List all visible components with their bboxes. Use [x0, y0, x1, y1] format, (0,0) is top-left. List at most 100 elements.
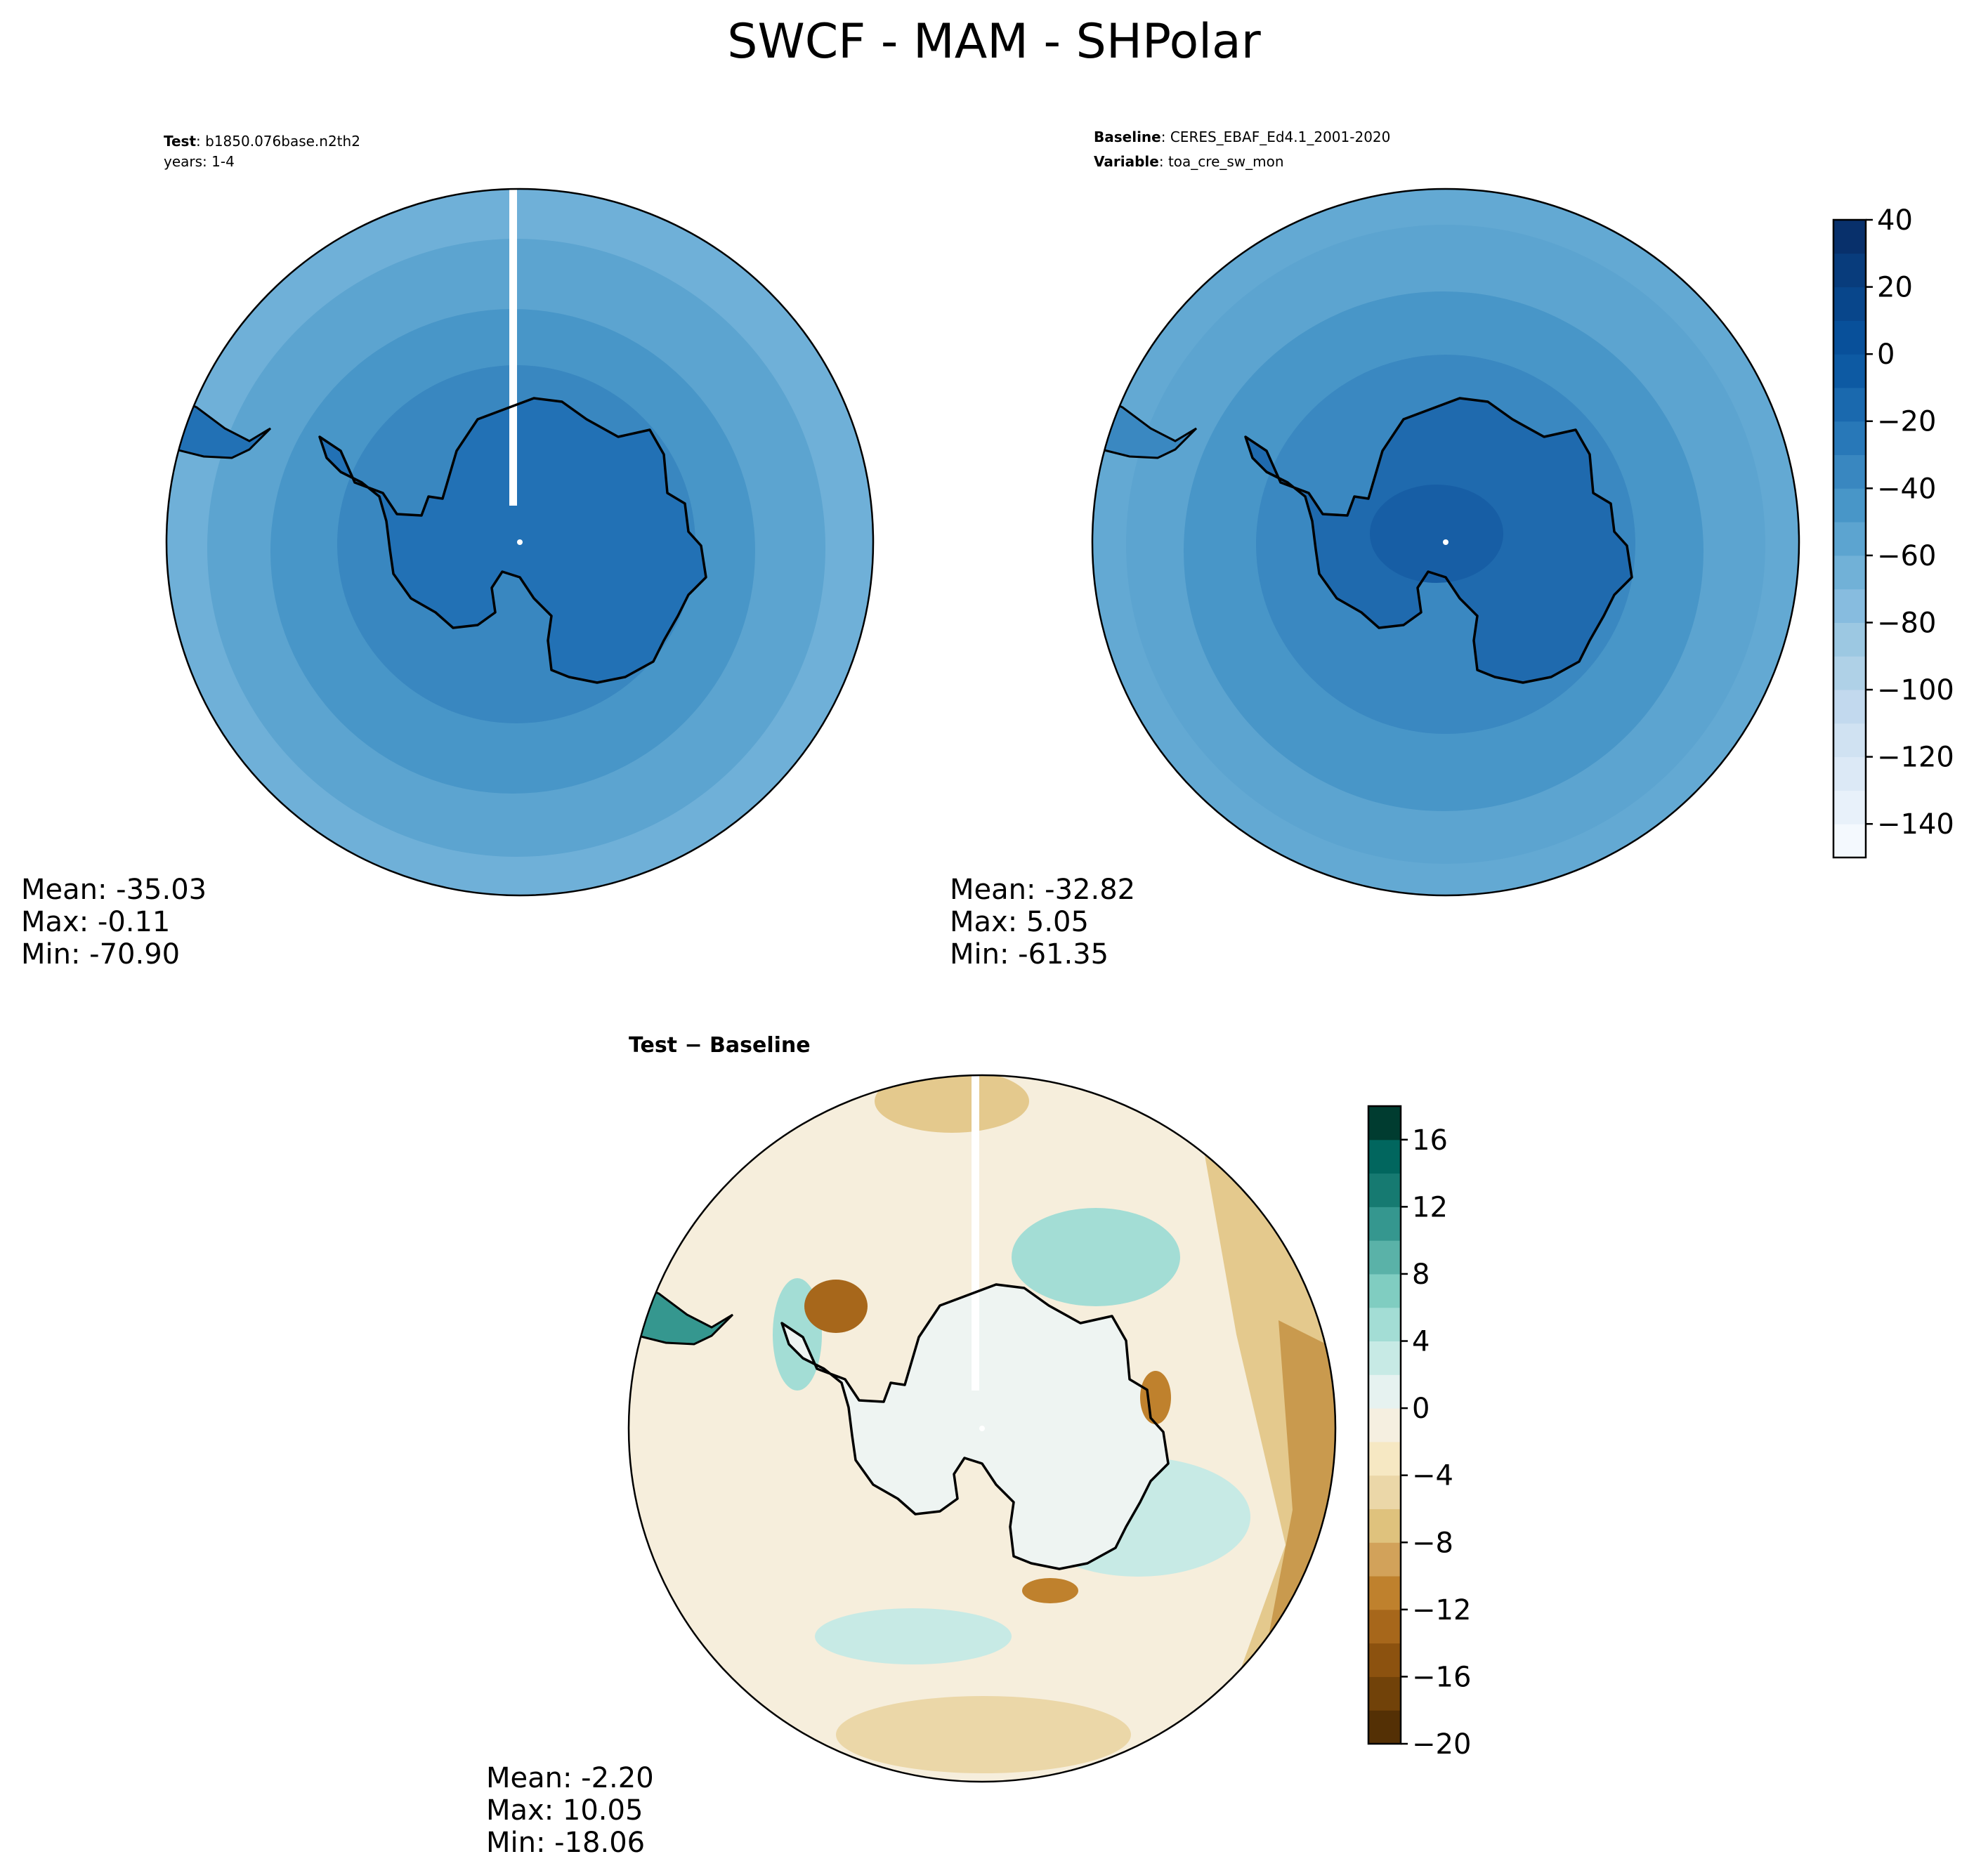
baseline-variable-value: toa_cre_sw_mon [1168, 153, 1284, 170]
baseline-panel: Baseline: CERES_EBAF_Ed4.1_2001-2020 Var… [950, 129, 1800, 971]
main-colorbar-band [1833, 622, 1866, 657]
baseline-label-sep: : [1161, 129, 1170, 145]
diff-colorbar-band [1368, 1676, 1401, 1711]
difference-panel: Test − Baseline Mean: -2.20 Max: 10.05 M… [486, 1033, 1337, 1859]
main-colorbar-band [1833, 790, 1866, 824]
diff-colorbar-tick-label: −20 [1412, 1728, 1471, 1761]
main-colorbar-band [1833, 253, 1866, 288]
diff-colorbar-band [1368, 1710, 1401, 1744]
baseline-max: Max: 5.05 [950, 906, 1089, 938]
baseline-label: Baseline: CERES_EBAF_Ed4.1_2001-2020 [1094, 129, 1390, 145]
main-colorbar-band [1833, 354, 1866, 388]
main-colorbar-band [1833, 690, 1866, 724]
main-colorbar-band [1833, 320, 1866, 355]
diff-colorbar-band [1368, 1609, 1401, 1644]
main-colorbar-tick-label: −20 [1877, 406, 1936, 438]
difference-map-brown-east-coast [1140, 1371, 1171, 1424]
test-map [166, 189, 873, 895]
test-map-frame [165, 188, 875, 897]
baseline-variable-sep: : [1159, 153, 1168, 170]
main-colorbar-band [1833, 488, 1866, 523]
difference-map-tan-south [836, 1696, 1131, 1773]
diff-colorbar-band [1368, 1576, 1401, 1610]
difference-map-tan-north [875, 1075, 1029, 1133]
diff-colorbar-tick-label: 4 [1412, 1326, 1430, 1358]
main-colorbar-tick-label: −140 [1877, 808, 1954, 841]
baseline-mean: Mean: -32.82 [950, 874, 1135, 906]
test-label-key: Test [164, 133, 196, 150]
baseline-label-key: Baseline [1094, 129, 1161, 145]
test-years: years: 1-4 [164, 153, 235, 170]
main-colorbar-tick-label: 0 [1877, 339, 1895, 371]
main-colorbar-band [1833, 220, 1866, 254]
main-colorbar-tick-label: −100 [1877, 674, 1954, 707]
baseline-map-pole [1443, 539, 1449, 545]
main-colorbar-band [1833, 756, 1866, 791]
diff-colorbar-band [1368, 1341, 1401, 1375]
test-label-value: b1850.076base.n2th2 [205, 133, 360, 150]
difference-map [629, 1075, 1335, 1782]
difference-map-pole [979, 1426, 985, 1431]
diff-colorbar-band [1368, 1643, 1401, 1677]
difference-title: Test − Baseline [629, 1033, 811, 1058]
baseline-variable: Variable: toa_cre_sw_mon [1094, 153, 1284, 170]
test-map-missing-strip [509, 189, 517, 506]
diff-colorbar-band [1368, 1374, 1401, 1409]
diff-colorbar-band [1368, 1509, 1401, 1543]
difference-map-teal-north [1012, 1208, 1180, 1306]
main-colorbar: 40 20 0 −20 −40 −60 −80 −100 −120 −140 [1832, 204, 1954, 859]
test-max: Max: -0.11 [21, 906, 170, 938]
diff-colorbar-tick-label: −12 [1412, 1594, 1471, 1626]
main-colorbar-band [1833, 824, 1866, 858]
main-colorbar-tick-label: 40 [1877, 204, 1913, 237]
diff-colorbar-band [1368, 1307, 1401, 1342]
diff-colorbar-tick-label: −8 [1412, 1527, 1453, 1559]
diff-colorbar-band [1368, 1542, 1401, 1577]
difference-map-brown-north [804, 1280, 868, 1333]
main-colorbar-band [1833, 387, 1866, 422]
page-title: SWCF - MAM - SHPolar [727, 14, 1260, 70]
diff-colorbar-ticks: 16 12 8 4 0 −4 −8 −12 −16 −20 [1401, 1124, 1471, 1761]
difference-map-missing-strip [972, 1075, 979, 1391]
diff-colorbar-frame [1367, 1105, 1402, 1745]
baseline-map-core [1370, 485, 1503, 583]
test-mean: Mean: -35.03 [21, 874, 207, 906]
difference-max: Max: 10.05 [486, 1794, 643, 1827]
diff-colorbar-band [1368, 1173, 1401, 1207]
difference-map-teal-southwest [815, 1608, 1012, 1664]
test-min: Min: -70.90 [21, 938, 180, 971]
main-colorbar-band [1833, 522, 1866, 556]
main-colorbar-ticks: 40 20 0 −20 −40 −60 −80 −100 −120 −140 [1866, 204, 1954, 841]
baseline-label-value: CERES_EBAF_Ed4.1_2001-2020 [1170, 129, 1391, 145]
diff-colorbar-band [1368, 1240, 1401, 1275]
diff-colorbar-bands [1368, 1106, 1401, 1744]
main-colorbar-band [1833, 421, 1866, 456]
diff-colorbar-band [1368, 1207, 1401, 1241]
difference-map-frame [627, 1074, 1337, 1783]
diff-colorbar-band [1368, 1441, 1401, 1476]
main-colorbar-tick-label: −40 [1877, 473, 1936, 505]
diff-colorbar-tick-label: 12 [1412, 1191, 1448, 1223]
main-colorbar-band [1833, 555, 1866, 590]
test-label: Test: b1850.076base.n2th2 [164, 133, 360, 150]
main-colorbar-tick-label: 20 [1877, 272, 1913, 304]
main-colorbar-band [1833, 454, 1866, 489]
test-map-pole [517, 539, 523, 545]
diff-colorbar-tick-label: 16 [1412, 1124, 1448, 1157]
main-colorbar-frame [1832, 218, 1867, 859]
main-colorbar-band [1833, 723, 1866, 758]
diff-colorbar-tick-label: −16 [1412, 1661, 1471, 1693]
diff-colorbar-band [1368, 1475, 1401, 1509]
test-label-sep: : [196, 133, 205, 150]
diff-colorbar-band [1368, 1139, 1401, 1174]
difference-map-brown-coast [1022, 1578, 1078, 1603]
diff-colorbar-tick-label: 0 [1412, 1393, 1430, 1425]
baseline-map-frame [1091, 188, 1800, 897]
main-colorbar-tick-label: −80 [1877, 607, 1936, 639]
main-colorbar-tick-label: −120 [1877, 742, 1954, 774]
main-colorbar-bands [1833, 220, 1866, 858]
main-colorbar-band [1833, 287, 1866, 321]
difference-min: Min: -18.06 [486, 1827, 645, 1859]
main-colorbar-band [1833, 656, 1866, 690]
